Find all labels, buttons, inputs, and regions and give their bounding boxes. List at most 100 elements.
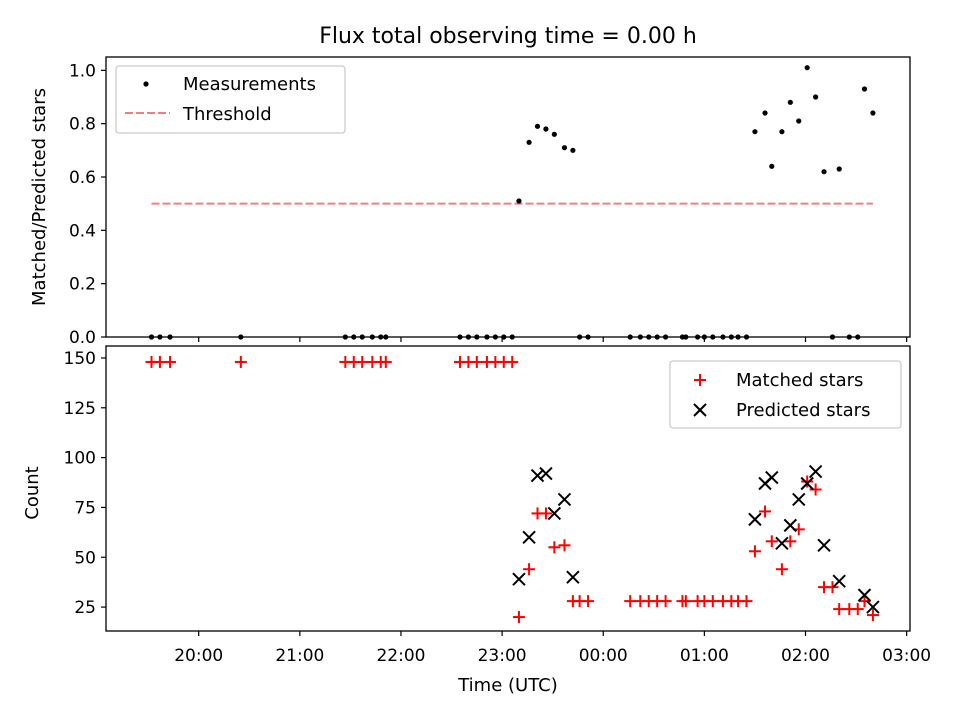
measurement-point	[779, 129, 785, 135]
legend-predicted-marker	[693, 403, 707, 417]
legend-matched-marker	[694, 374, 706, 386]
predicted-star-marker	[800, 476, 814, 491]
matched-star-marker	[759, 505, 772, 518]
predicted-star-marker	[832, 574, 846, 588]
x-tick-label: 20:00	[174, 646, 223, 666]
x-tick-label: 02:00	[781, 646, 830, 666]
x-axis-label: Time (UTC)	[457, 675, 558, 696]
measurement-point	[551, 131, 557, 137]
top-legend-box	[115, 65, 346, 134]
top-y-axis-label: Matched/Predicted stars	[29, 88, 50, 306]
predicted-star-marker	[792, 492, 806, 507]
x-tick-label: 23:00	[478, 646, 527, 666]
matched-star-marker	[523, 563, 536, 576]
matched-star-marker	[470, 355, 483, 368]
measurement-point	[561, 145, 568, 151]
bottom-y-tick-label: 25	[74, 598, 96, 618]
top-y-ticks: 0.0 0.2 0.4 0.6 0.8 1.0	[69, 61, 106, 348]
predicted-star-marker	[530, 468, 545, 483]
measurement-point	[804, 65, 810, 71]
predicted-star-marker	[539, 466, 553, 481]
x-tick-label: 01:00	[680, 646, 729, 666]
matched-star-marker	[833, 603, 846, 616]
legend-predicted-label: Predicted stars	[736, 400, 870, 421]
predicted-star-marker	[566, 570, 580, 584]
matched-star-marker	[506, 355, 519, 368]
bottom-y-axis-label: Count	[22, 466, 43, 519]
matched-star-marker	[775, 563, 788, 576]
measurement-point	[526, 139, 532, 145]
predicted-star-marker	[783, 518, 798, 533]
legend-measurements-label: Measurements	[183, 74, 316, 95]
matched-star-marker	[851, 603, 864, 616]
top-legend: Measurements Threshold	[115, 65, 346, 134]
top-panel: Flux total observing time = 0.00 h Match…	[29, 24, 911, 348]
matched-star-marker	[582, 595, 595, 608]
predicted-star-marker	[522, 530, 536, 545]
predicted-star-marker	[775, 536, 789, 551]
predicted-star-marker	[557, 492, 572, 507]
bottom-y-tick-label: 50	[74, 548, 96, 568]
matched-star-marker	[539, 507, 552, 520]
matched-star-marker	[624, 595, 637, 608]
matched-star-marker	[801, 475, 814, 488]
top-y-tick-label: 0.4	[69, 221, 96, 241]
matched-star-marker	[679, 595, 692, 608]
bottom-y-ticks: 25 50 75 100 125 150	[64, 349, 106, 618]
top-y-tick-label: 0.6	[69, 168, 96, 188]
x-tick-label: 21:00	[275, 646, 324, 666]
measurement-point	[861, 86, 868, 92]
measurement-point	[769, 163, 775, 169]
matched-star-marker	[356, 355, 369, 368]
top-y-tick-label: 0.0	[69, 328, 96, 348]
predicted-star-marker	[512, 572, 526, 586]
predicted-star-marker	[866, 600, 880, 614]
matched-star-marker	[659, 595, 672, 608]
legend-measurements-marker	[143, 81, 149, 87]
measurement-point	[543, 126, 549, 132]
matched-star-marker	[765, 535, 778, 548]
x-tick-label: 22:00	[376, 646, 425, 666]
matched-star-marker	[164, 355, 177, 368]
matched-star-marker	[379, 355, 392, 368]
measurement-point	[836, 166, 842, 172]
matched-star-marker	[558, 539, 571, 552]
top-axes-frame	[105, 56, 911, 338]
predicted-star-marker	[857, 588, 872, 602]
measurement-point	[516, 198, 522, 204]
x-tick-label: 00:00	[579, 646, 628, 666]
matched-star-marker	[866, 609, 879, 622]
measurement-point	[821, 169, 827, 175]
measurement-point	[870, 110, 876, 116]
matched-star-marker	[740, 595, 753, 608]
predicted-star-marker	[808, 464, 823, 479]
matched-star-marker	[858, 595, 871, 608]
matched-star-marker	[826, 581, 839, 594]
bottom-axes-frame	[105, 345, 911, 632]
bottom-y-tick-label: 100	[64, 449, 96, 469]
measurement-point	[752, 129, 758, 135]
predicted-star-marker	[547, 506, 562, 521]
measurement-point	[796, 118, 802, 124]
bottom-y-tick-label: 125	[64, 399, 96, 419]
matched-star-marker	[784, 535, 797, 548]
bottom-y-tick-label: 150	[64, 349, 96, 369]
measurement-point	[787, 99, 793, 105]
measurement-point	[570, 147, 576, 153]
measurement-point	[762, 110, 768, 116]
matched-star-marker	[706, 595, 719, 608]
x-tick-label: 03:00	[882, 646, 931, 666]
matched-star-marker	[748, 545, 761, 558]
bottom-y-tick-label: 75	[74, 498, 96, 518]
matched-star-marker	[153, 355, 166, 368]
top-chart-title: Flux total observing time = 0.00 h	[319, 24, 697, 49]
predicted-star-marker	[765, 470, 779, 485]
measurement-point	[813, 94, 819, 100]
measurement-point	[534, 123, 541, 129]
matched-star-marker	[809, 483, 822, 496]
bottom-legend: Matched stars Predicted stars	[669, 360, 902, 429]
top-y-tick-label: 0.8	[69, 115, 96, 135]
bottom-panel: Count Time (UTC) 25 50 75 100 125 150 20:00 21…	[22, 345, 931, 696]
matched-star-marker	[234, 355, 247, 368]
